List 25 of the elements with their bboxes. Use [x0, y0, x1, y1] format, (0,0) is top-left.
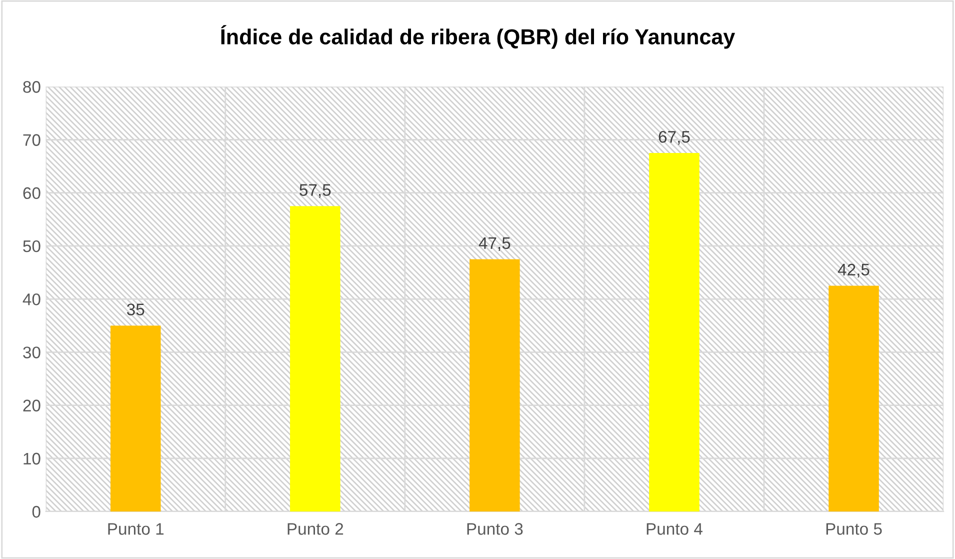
bar [828, 286, 879, 512]
data-label: 42,5 [838, 264, 870, 278]
x-tick-label: Punto 3 [467, 523, 523, 535]
x-tick-label: Punto 4 [646, 523, 702, 535]
y-tick-label: 10 [24, 452, 40, 465]
bar [290, 206, 340, 512]
y-tick-label: 70 [23, 134, 40, 146]
y-tick-label: 40 [22, 293, 40, 306]
y-tick-label: 30 [23, 346, 40, 358]
data-label: 67,5 [658, 130, 690, 145]
x-tick-label: Punto 2 [288, 523, 344, 535]
y-tick-label: 0 [32, 506, 40, 518]
data-label: 47,5 [478, 237, 510, 251]
bar [110, 326, 161, 512]
bar [649, 153, 700, 512]
data-label: 57,5 [300, 184, 331, 198]
chart-title: Índice de calidad de ribera (QBR) del río Yanuncay [221, 25, 736, 49]
x-tick-label: Punto 5 [826, 523, 882, 535]
data-label: 35 [126, 304, 144, 316]
y-tick-label: 20 [23, 400, 40, 412]
y-tick-label: 80 [23, 81, 40, 93]
bar [470, 259, 520, 512]
y-tick-label: 60 [23, 187, 40, 200]
x-tick-label: Punto 1 [108, 523, 164, 535]
y-tick-label: 50 [23, 240, 40, 252]
